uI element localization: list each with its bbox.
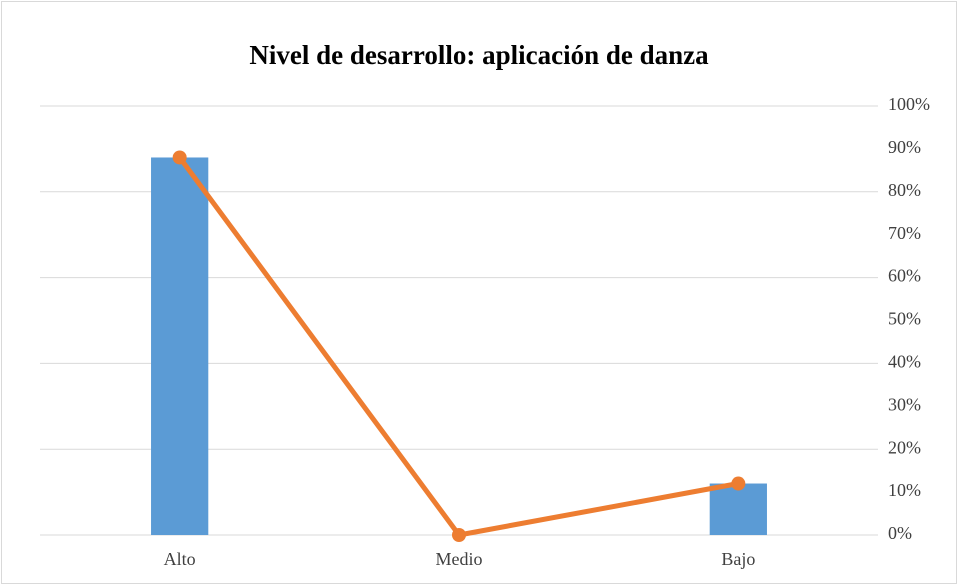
y2-tick-label: 60% xyxy=(888,266,921,286)
chart-title: Nivel de desarrollo: aplicación de danza xyxy=(249,40,709,70)
y2-tick-label: 30% xyxy=(888,394,921,414)
y2-tick-label: 100% xyxy=(888,94,930,114)
y2-tick-label: 50% xyxy=(888,309,921,329)
bar xyxy=(151,157,209,536)
line-marker xyxy=(172,150,187,165)
y2-tick-label: 70% xyxy=(888,223,921,243)
x-tick-label: Medio xyxy=(436,549,483,569)
y2-tick-label: 90% xyxy=(888,137,921,157)
y2-tick-label: 80% xyxy=(888,180,921,200)
x-tick-label: Alto xyxy=(164,549,196,569)
bar xyxy=(709,483,767,535)
y2-tick-label: 0% xyxy=(888,523,912,543)
y2-tick-label: 40% xyxy=(888,352,921,372)
y2-tick-label: 20% xyxy=(888,437,921,457)
line-marker xyxy=(452,528,466,542)
line-marker xyxy=(731,476,746,491)
y2-tick-label: 10% xyxy=(888,480,921,500)
x-tick-label: Bajo xyxy=(721,549,755,569)
